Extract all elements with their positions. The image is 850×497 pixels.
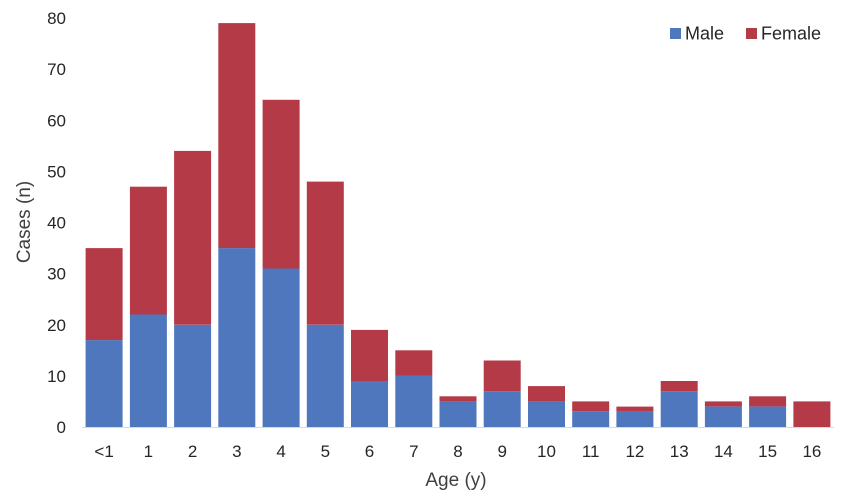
legend-swatch-female [746, 28, 757, 39]
y-tick-label: 30 [47, 265, 66, 284]
bar-male-15 [749, 406, 787, 427]
y-tick-label: 70 [47, 60, 66, 79]
y-axis-label: Cases (n) [14, 181, 35, 263]
x-tick-label: 6 [365, 442, 374, 461]
bar-female-16 [793, 401, 831, 427]
bar-female-4 [262, 99, 300, 269]
bar-female-8 [439, 396, 477, 402]
x-tick-label: 15 [758, 442, 777, 461]
x-tick-label: 5 [321, 442, 330, 461]
x-axis-label: Age (y) [425, 470, 486, 491]
bar-male-3 [218, 248, 256, 427]
x-tick-label: 9 [497, 442, 506, 461]
bar-male-2 [174, 324, 212, 428]
bar-female-7 [395, 350, 433, 376]
x-axis-ticks: <1 1 2 3 4 5 6 7 8 9 10 11 12 13 14 15 16 [94, 442, 821, 461]
bar-male-13 [660, 391, 698, 427]
x-tick-label: 4 [276, 442, 285, 461]
bar-female-9 [483, 360, 521, 392]
bar-female-0 [85, 248, 123, 341]
bar-male-10 [528, 401, 565, 427]
bar-female-13 [660, 381, 698, 392]
y-tick-label: 0 [57, 418, 66, 437]
legend-label-male: Male [685, 24, 724, 44]
y-axis-ticks: 0 10 20 30 40 50 60 70 80 [47, 9, 66, 437]
x-tick-label: 11 [582, 442, 600, 461]
x-tick-label: 12 [625, 442, 644, 461]
bar-male-5 [306, 324, 344, 428]
bar-female-5 [306, 181, 344, 325]
x-tick-label: 8 [453, 442, 462, 461]
bar-female-11 [572, 401, 610, 412]
x-tick-label: 3 [232, 442, 241, 461]
bar-female-6 [351, 329, 388, 381]
bar-female-1 [129, 186, 167, 315]
bar-male-6 [351, 381, 388, 427]
x-tick-label: 7 [409, 442, 418, 461]
bar-female-12 [616, 406, 654, 412]
x-tick-label: 10 [537, 442, 556, 461]
bar-male-1 [129, 314, 167, 427]
y-tick-label: 40 [47, 214, 66, 233]
bar-male-8 [439, 401, 477, 427]
x-tick-label: 14 [714, 442, 733, 461]
bar-female-2 [174, 150, 212, 325]
bars [85, 23, 831, 428]
y-tick-label: 60 [47, 111, 66, 130]
y-tick-label: 10 [47, 367, 66, 386]
x-tick-label: 13 [670, 442, 689, 461]
y-tick-label: 20 [47, 316, 66, 335]
bar-female-14 [704, 401, 742, 407]
bar-female-15 [749, 396, 787, 407]
legend-swatch-male [670, 28, 681, 39]
y-tick-label: 50 [47, 162, 66, 181]
bar-male-4 [262, 268, 300, 427]
x-tick-label: <1 [94, 442, 113, 461]
bar-male-14 [704, 406, 742, 427]
bar-male-9 [483, 391, 521, 427]
y-tick-label: 80 [47, 9, 66, 28]
bar-female-10 [528, 386, 565, 402]
bar-male-12 [616, 411, 654, 427]
bar-male-11 [572, 411, 610, 427]
legend-label-female: Female [761, 24, 821, 44]
bar-female-3 [218, 23, 256, 249]
x-tick-label: 16 [802, 442, 821, 461]
x-tick-label: 1 [144, 442, 153, 461]
bar-male-7 [395, 375, 433, 427]
x-tick-label: 2 [188, 442, 197, 461]
legend: Male Female [670, 24, 821, 44]
bar-male-0 [85, 340, 123, 427]
